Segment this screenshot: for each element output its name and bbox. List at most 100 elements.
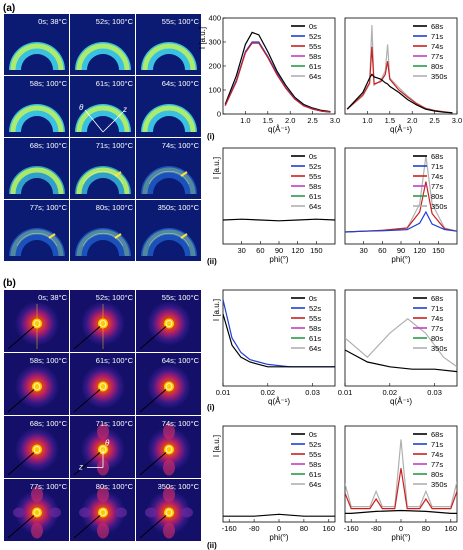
legend-label: 52s: [309, 162, 321, 171]
y-axis-label: I [a.u.]: [212, 435, 221, 457]
series-line-68s: [345, 509, 457, 515]
panel-label-b: (b): [3, 278, 16, 289]
panel-label-a: (a): [3, 3, 15, 14]
beamstop: [99, 383, 107, 390]
x-tick-label: 90: [275, 246, 283, 255]
beamstop-arm: [73, 452, 101, 476]
x-tick-label: 0.02: [260, 388, 275, 397]
waxs-ring-peak: [76, 167, 130, 195]
beamstop-arm: [73, 326, 101, 350]
x-tick-label: 0.02: [382, 388, 397, 397]
x-tick-label: 160: [445, 524, 458, 533]
saxs-center: [164, 318, 174, 329]
waxs-ring-peak: [10, 105, 64, 133]
beamstop-arm: [139, 452, 167, 476]
legend-label: 64s: [309, 202, 321, 211]
saxs-center: [32, 381, 42, 392]
z-axis: [102, 111, 124, 133]
legend-label: 74s: [431, 450, 443, 459]
x-tick-label: 80: [300, 524, 308, 533]
legend-label: 58s: [309, 52, 321, 61]
series-line-74s: [345, 468, 457, 510]
beamstop-arm: [73, 389, 101, 413]
legend-label: 61s: [309, 334, 321, 343]
waxs-arc: [148, 170, 190, 185]
row-label: (ii): [207, 257, 217, 266]
frame-label: 74s; 100°C: [162, 141, 200, 150]
x-tick-label: 1.0: [240, 116, 250, 125]
frame-label: 0s; 38°C: [38, 293, 67, 302]
x-tick-label: 1.5: [385, 116, 395, 125]
frame-label: 74s; 100°C: [162, 419, 200, 428]
saxs-lobe: [79, 507, 91, 518]
legend-label: 0s: [309, 294, 317, 303]
legend-label: 77s: [431, 52, 443, 61]
beamstop-arm: [7, 515, 35, 539]
x-axis-label: q(Å⁻¹): [268, 397, 290, 406]
legend-label: 0s: [309, 152, 317, 161]
legend-label: 77s: [431, 460, 443, 469]
z-label: z: [122, 105, 127, 114]
legend-label: 68s: [431, 430, 443, 439]
x-tick-label: 0: [277, 524, 281, 533]
frame-label: 80s; 100°C: [96, 482, 134, 491]
waxs-ring-peak: [10, 43, 64, 71]
legend-label: 350s: [431, 202, 448, 211]
beamstop: [165, 320, 173, 327]
frame-label: 61s; 100°C: [96, 79, 134, 88]
x-tick-label: 2.5: [307, 116, 317, 125]
x-tick-label: 60: [256, 246, 264, 255]
legend-label: 71s: [431, 32, 443, 41]
beamstop-arm: [7, 389, 35, 413]
y-tick-label: 400: [208, 14, 221, 23]
legend-label: 0s: [309, 22, 317, 31]
y-tick-label: 300: [208, 38, 221, 47]
x-tick-label: 0: [399, 524, 403, 533]
series-line-0s: [223, 513, 335, 517]
legend-label: 0s: [309, 430, 317, 439]
legend-label: 55s: [309, 450, 321, 459]
frame-label: 0s; 38°C: [38, 17, 67, 26]
x-tick-label: 0.03: [427, 388, 442, 397]
frame-label: 64s; 100°C: [162, 356, 200, 365]
legend-label: 58s: [309, 324, 321, 333]
x-tick-label: 60: [378, 246, 386, 255]
waxs-ring-peak: [10, 229, 64, 257]
x-tick-label: 30: [359, 246, 367, 255]
legend-label: 64s: [309, 72, 321, 81]
x-axis-label: q(Å⁻¹): [268, 125, 290, 134]
legend-label: 80s: [431, 62, 443, 71]
x-tick-label: -80: [371, 524, 382, 533]
saxs-lobe: [145, 507, 157, 518]
x-axis-label: phi(°): [391, 533, 411, 542]
waxs-ring: [141, 166, 197, 194]
saxs-lobe: [13, 507, 25, 518]
beamstop: [33, 446, 41, 453]
x-tick-label: 90: [397, 246, 405, 255]
saxs-lobe: [31, 522, 43, 539]
x-tick-label: 2.0: [285, 116, 295, 125]
legend-label: 71s: [431, 162, 443, 171]
waxs-ring-peak: [10, 167, 64, 195]
beamstop-arm: [7, 326, 35, 350]
legend-label: 80s: [431, 192, 443, 201]
saxs-lobe: [163, 423, 175, 440]
frame-label: 71s; 100°C: [96, 419, 134, 428]
x-tick-label: 80: [422, 524, 430, 533]
beamstop-arm: [139, 389, 167, 413]
legend-label: 350s: [431, 72, 448, 81]
legend-label: 68s: [431, 22, 443, 31]
legend-label: 74s: [431, 172, 443, 181]
saxs-lobe: [181, 507, 193, 518]
series-line-0s: [224, 31, 331, 113]
beamstop-arm: [139, 326, 167, 350]
legend-label: 52s: [309, 32, 321, 41]
legend-label: 77s: [431, 324, 443, 333]
legend-label: 61s: [309, 62, 321, 71]
y-axis-label: I [a.u.]: [212, 299, 221, 321]
waxs-ring-peak: [76, 43, 130, 71]
series-line-71s: [345, 210, 457, 233]
y-tick-label: 0: [217, 110, 221, 119]
saxs-center: [98, 507, 108, 518]
